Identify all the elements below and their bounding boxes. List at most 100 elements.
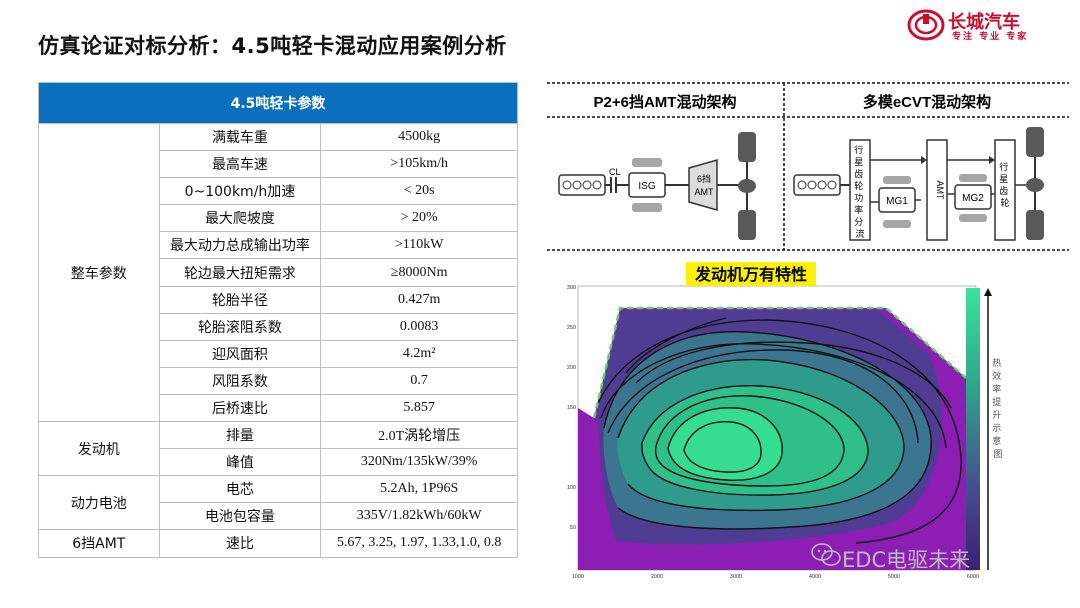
split-label: 行 星 齿 轮 功 率 分 流 bbox=[854, 144, 866, 239]
param-name: 最高车速 bbox=[158, 150, 322, 179]
table-row: 动力电池 电芯 5.2Ah, 1P96S bbox=[38, 475, 518, 531]
params-table: 4.5吨轻卡参数 整车参数 满载车重 4500kg 最高车速 >105km/h 0… bbox=[38, 82, 518, 558]
great-wall-logo-icon bbox=[907, 9, 945, 41]
table-header: 4.5吨轻卡参数 bbox=[38, 82, 518, 124]
clutch-label: CL bbox=[609, 167, 621, 177]
param-name: 轮胎半径 bbox=[158, 285, 322, 314]
mg1-label: MG1 bbox=[886, 196, 908, 207]
param-value: 2.0T涡轮增压 bbox=[320, 421, 518, 450]
map-title: 发动机万有特性 bbox=[694, 265, 807, 284]
x-axis-ticks: 1000 2000 3000 4000 5000 6000 bbox=[572, 574, 979, 580]
param-name: 峰值 bbox=[158, 448, 322, 477]
x-tick: 4000 bbox=[809, 574, 821, 580]
map-title-bg bbox=[686, 262, 816, 286]
amt-bottom-label: AMT bbox=[695, 187, 715, 197]
engine-efficiency-map: 发动机万有特性 300 250 200 150 100 50 1000 2000… bbox=[567, 262, 1002, 580]
table-row: 整车参数 满载车重 4500kg bbox=[38, 122, 518, 423]
amt-top-label: 6挡 bbox=[697, 173, 711, 184]
y-axis-ticks: 300 250 200 150 100 50 bbox=[567, 285, 576, 531]
param-value: 4500kg bbox=[320, 122, 518, 152]
param-name: 速比 bbox=[158, 529, 322, 558]
group-label: 动力电池 bbox=[38, 475, 160, 531]
planet-label: 行 星 齿 轮 bbox=[999, 161, 1011, 208]
y-tick: 300 bbox=[567, 285, 576, 291]
amt-box bbox=[688, 159, 718, 211]
ecvt-diagram: 行 星 齿 轮 功 率 分 流 MG1 AMT MG2 行 星 齿 bbox=[793, 127, 1044, 241]
y-tick: 50 bbox=[570, 525, 576, 531]
mg2-box bbox=[954, 184, 992, 210]
param-name: 后桥速比 bbox=[158, 393, 322, 423]
y-tick: 250 bbox=[567, 325, 576, 331]
param-value: >105km/h bbox=[320, 150, 518, 179]
param-value: 0.7 bbox=[320, 366, 518, 395]
param-value: ≥8000Nm bbox=[320, 258, 518, 287]
wheel-icon bbox=[1026, 127, 1044, 157]
ecvt-amt-box bbox=[926, 139, 948, 241]
y-tick: 200 bbox=[567, 365, 576, 371]
param-value: 4.2m² bbox=[320, 339, 518, 368]
table-row: 最大动力总成输出功率 >110kW bbox=[39, 231, 518, 260]
logo-text: 长城汽车 bbox=[948, 12, 1020, 33]
param-value: 0.427m bbox=[320, 285, 518, 314]
param-name: 满载车重 bbox=[158, 122, 322, 152]
wheel-icon bbox=[738, 210, 756, 240]
efficiency-contours bbox=[578, 308, 966, 570]
table-row: 轮胎半径 0.427m bbox=[39, 285, 518, 314]
isg-label: ISG bbox=[638, 181, 655, 192]
param-value: 335V/1.82kWh/60kW bbox=[320, 502, 518, 531]
logo bbox=[907, 9, 945, 41]
x-tick: 6000 bbox=[967, 574, 979, 580]
param-name: 轮胎滚阻系数 bbox=[158, 312, 322, 341]
table-row: 迎风面积 4.2m² bbox=[39, 339, 518, 368]
table-row: 最大爬坡度 > 20% bbox=[39, 204, 518, 233]
param-value: 0.0083 bbox=[320, 312, 518, 341]
param-value: 5.67, 3.25, 1.97, 1.33,1.0, 0.8 bbox=[320, 529, 518, 558]
table-row: 最高车速 >105km/h bbox=[39, 150, 518, 179]
param-name: 最大动力总成输出功率 bbox=[158, 231, 322, 260]
y-tick: 150 bbox=[567, 405, 576, 411]
y-tick: 100 bbox=[567, 485, 576, 491]
group-label: 发动机 bbox=[38, 421, 160, 477]
wechat-icon bbox=[811, 543, 841, 566]
engine-icon bbox=[558, 174, 606, 196]
differential-icon bbox=[738, 179, 756, 193]
param-name: 0~100km/h加速 bbox=[158, 177, 322, 206]
x-tick: 1000 bbox=[572, 574, 584, 580]
max-torque-curve bbox=[592, 306, 967, 419]
table-row: 6挡AMT 速比 5.67, 3.25, 1.97, 1.33,1.0, 0.8 bbox=[38, 529, 518, 558]
param-value: 5.857 bbox=[320, 393, 518, 423]
wheel-icon bbox=[1026, 210, 1044, 240]
group-label: 整车参数 bbox=[38, 122, 160, 423]
param-value: >110kW bbox=[320, 231, 518, 260]
split-box bbox=[849, 139, 871, 241]
table-row: 发动机 排量 2.0T涡轮增压 bbox=[38, 421, 518, 477]
param-value: 5.2Ah, 1P96S bbox=[320, 475, 518, 504]
contour-fill bbox=[668, 407, 783, 481]
mg2-label: MG2 bbox=[962, 193, 984, 204]
ecvt-amt-label: AMT bbox=[935, 181, 945, 201]
engine-icon bbox=[793, 174, 841, 196]
wheel-icon bbox=[738, 132, 756, 162]
param-name: 轮边最大扭矩需求 bbox=[158, 258, 322, 287]
differential-icon bbox=[1026, 178, 1044, 192]
param-value: < 20s bbox=[320, 177, 518, 206]
table-row: 轮边最大扭矩需求 ≥8000Nm bbox=[39, 258, 518, 287]
arch-left-title: P2+6挡AMT混动架构 bbox=[594, 93, 737, 111]
colorbar-label: 热 效 率 提 升 示 意 图 bbox=[992, 357, 1002, 459]
arch-right-title: 多模eCVT混动架构 bbox=[863, 93, 991, 111]
param-name: 电池包容量 bbox=[158, 502, 322, 531]
param-value: 320Nm/135kW/39% bbox=[320, 448, 518, 477]
group-label: 6挡AMT bbox=[38, 529, 160, 558]
p2-amt-diagram: CL ISG 6挡 AMT bbox=[558, 132, 756, 240]
param-name: 排量 bbox=[158, 421, 322, 450]
contour-lines bbox=[595, 317, 962, 544]
logo-slogan: 专注 专业 专家 bbox=[952, 32, 1029, 42]
watermark: EDC电驱未来 bbox=[842, 548, 971, 572]
param-value: > 20% bbox=[320, 204, 518, 233]
isg-box bbox=[628, 172, 666, 198]
param-name: 风阻系数 bbox=[158, 366, 322, 395]
page-title: 仿真论证对标分析：4.5吨轻卡混动应用案例分析 bbox=[38, 34, 507, 58]
architecture-diagrams: P2+6挡AMT混动架构 多模eCVT混动架构 CL ISG 6挡 AMT bbox=[547, 82, 1069, 251]
param-name: 迎风面积 bbox=[158, 339, 322, 368]
x-tick: 2000 bbox=[651, 574, 663, 580]
